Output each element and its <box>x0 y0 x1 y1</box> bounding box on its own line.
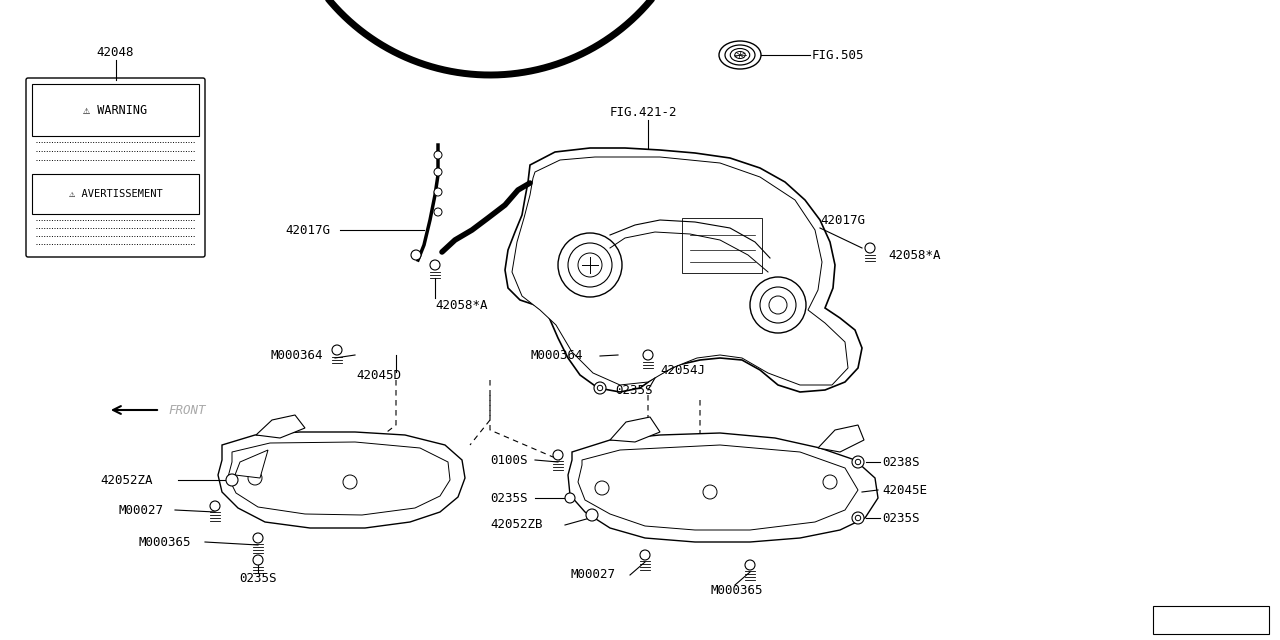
Text: 42045E: 42045E <box>882 483 927 497</box>
Circle shape <box>760 287 796 323</box>
Circle shape <box>855 515 860 521</box>
Bar <box>32 174 198 214</box>
Circle shape <box>703 485 717 499</box>
Text: 0235S: 0235S <box>614 383 653 397</box>
Text: 42017G: 42017G <box>285 223 330 237</box>
Text: M000365: M000365 <box>710 584 763 596</box>
Polygon shape <box>818 425 864 452</box>
Circle shape <box>434 188 442 196</box>
Text: 42052ZA: 42052ZA <box>100 474 152 486</box>
Circle shape <box>865 243 876 253</box>
Circle shape <box>332 345 342 355</box>
Text: FIG.505: FIG.505 <box>812 49 864 61</box>
Text: FRONT: FRONT <box>168 403 206 417</box>
Circle shape <box>558 233 622 297</box>
Text: 42048: 42048 <box>97 45 134 58</box>
Circle shape <box>595 481 609 495</box>
Text: A421001343: A421001343 <box>1158 616 1229 628</box>
Text: 0238S: 0238S <box>882 456 919 468</box>
Circle shape <box>855 460 860 465</box>
Circle shape <box>823 475 837 489</box>
Polygon shape <box>611 417 660 442</box>
Circle shape <box>586 509 598 521</box>
Polygon shape <box>568 433 878 542</box>
Text: 0235S: 0235S <box>490 492 527 504</box>
Text: 42058*A: 42058*A <box>435 298 488 312</box>
Text: 0100S: 0100S <box>490 454 527 467</box>
Ellipse shape <box>735 51 745 58</box>
Circle shape <box>852 512 864 524</box>
Text: 42058*A: 42058*A <box>888 248 941 262</box>
Circle shape <box>434 208 442 216</box>
Text: 42017G: 42017G <box>820 214 865 227</box>
Circle shape <box>594 382 605 394</box>
Text: M00027: M00027 <box>570 568 614 582</box>
Circle shape <box>253 555 262 565</box>
Circle shape <box>434 168 442 176</box>
Circle shape <box>248 471 262 485</box>
Polygon shape <box>228 442 451 515</box>
Circle shape <box>227 474 238 486</box>
Circle shape <box>553 450 563 460</box>
Circle shape <box>769 296 787 314</box>
Text: M000365: M000365 <box>138 536 191 548</box>
FancyBboxPatch shape <box>26 78 205 257</box>
Text: 0235S: 0235S <box>882 511 919 525</box>
Text: FIG.421-2: FIG.421-2 <box>611 106 677 118</box>
Circle shape <box>210 501 220 511</box>
Polygon shape <box>218 432 465 528</box>
Text: 42054J: 42054J <box>660 364 705 376</box>
Polygon shape <box>236 450 268 478</box>
Circle shape <box>253 533 262 543</box>
Text: M000364: M000364 <box>270 349 323 362</box>
Circle shape <box>343 475 357 489</box>
Polygon shape <box>512 157 849 385</box>
Circle shape <box>745 560 755 570</box>
Circle shape <box>411 250 421 260</box>
Circle shape <box>852 456 864 468</box>
Text: 42045D: 42045D <box>356 369 401 381</box>
Polygon shape <box>506 148 861 392</box>
Text: 42052ZB: 42052ZB <box>490 518 543 531</box>
Bar <box>32 84 198 136</box>
Circle shape <box>750 277 806 333</box>
Text: M000364: M000364 <box>530 349 582 362</box>
Circle shape <box>568 243 612 287</box>
Text: 0235S: 0235S <box>239 572 276 584</box>
Polygon shape <box>256 415 305 438</box>
Text: M00027: M00027 <box>118 504 163 516</box>
Polygon shape <box>579 445 858 530</box>
Circle shape <box>598 385 603 390</box>
Ellipse shape <box>724 45 755 65</box>
Circle shape <box>640 550 650 560</box>
Circle shape <box>434 151 442 159</box>
Circle shape <box>643 350 653 360</box>
Circle shape <box>430 260 440 270</box>
Ellipse shape <box>731 49 750 61</box>
FancyBboxPatch shape <box>1153 606 1268 634</box>
Text: ⚠ WARNING: ⚠ WARNING <box>83 104 147 116</box>
Ellipse shape <box>719 41 762 69</box>
Circle shape <box>579 253 602 277</box>
Circle shape <box>564 493 575 503</box>
Text: ⚠ AVERTISSEMENT: ⚠ AVERTISSEMENT <box>69 189 163 199</box>
Bar <box>682 218 762 273</box>
